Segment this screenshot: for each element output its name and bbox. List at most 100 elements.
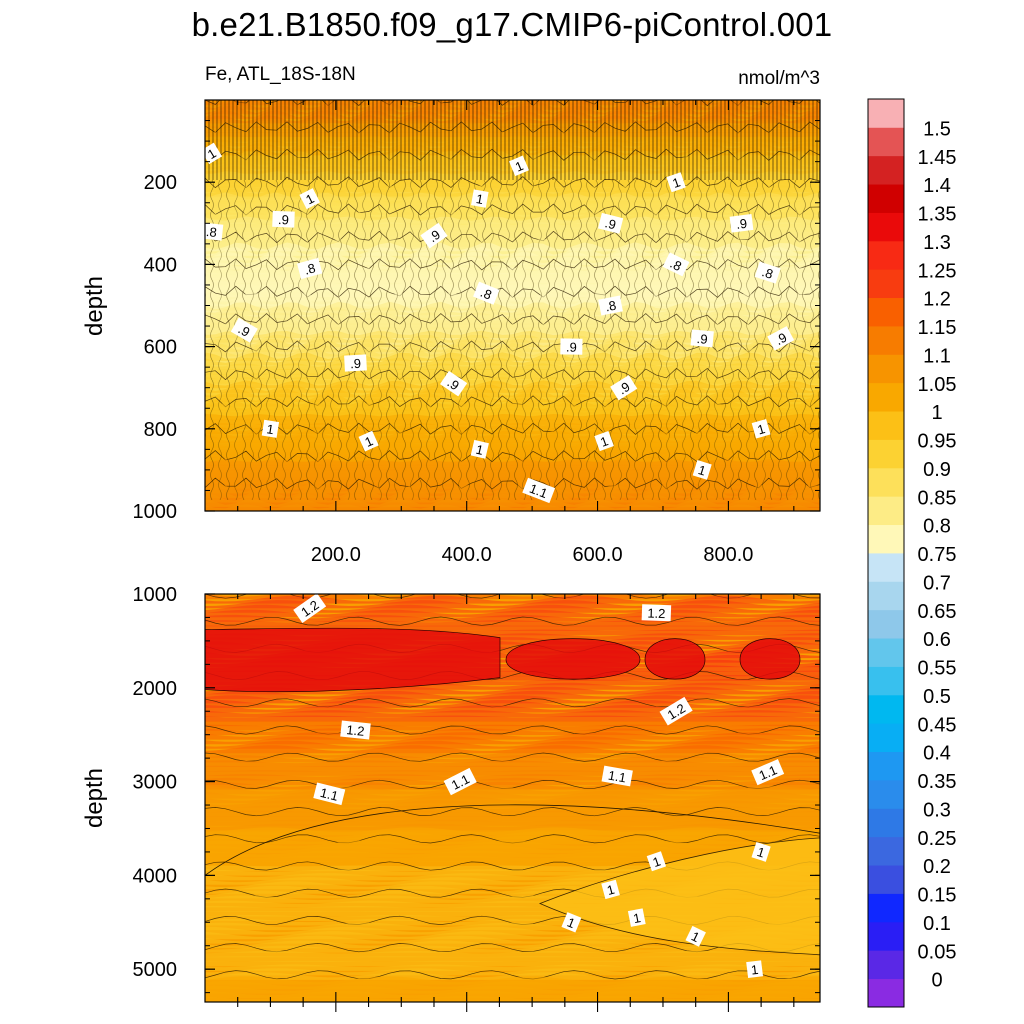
colorbar-box: [868, 609, 904, 639]
contour-label: 1: [508, 155, 530, 177]
contour-band: [205, 765, 820, 772]
colorbar-label: 1.15: [918, 317, 957, 339]
contour-label-box: [690, 329, 714, 348]
contour-label-box: [420, 222, 448, 249]
subtitle-units: nmol/m^3: [738, 68, 820, 89]
contour-label-box: [666, 172, 686, 193]
contour-band: [205, 620, 820, 627]
contour-label-box: [561, 912, 582, 933]
contour-label: 1: [666, 172, 686, 193]
contour-label-text: 1.2: [647, 605, 666, 621]
colorbar-label: 0.2: [923, 856, 951, 878]
y-tick-label: 200: [144, 172, 177, 194]
contour-label: .8: [662, 252, 690, 277]
colorbar-label: 0.4: [923, 743, 951, 765]
contour-label: 1: [601, 879, 620, 900]
contour-line: [205, 616, 820, 626]
contour-band: [205, 736, 820, 745]
colorbar-label: 0.35: [918, 771, 957, 793]
contour-line: [205, 943, 820, 953]
y-tick-label: 800: [144, 419, 177, 441]
contour-label: 1.2: [340, 720, 371, 740]
colorbar-label: 0.05: [918, 941, 957, 963]
colorbar-label: 0.65: [918, 601, 957, 623]
colorbar-label: 0.95: [918, 431, 957, 453]
contour-label: 1: [685, 925, 706, 947]
colorbar-label: 0.45: [918, 714, 957, 736]
colorbar-box: [868, 524, 904, 554]
contour-label-box: [293, 594, 327, 623]
lower-contour-bands: [205, 594, 820, 1002]
colorbar-label: 1.5: [923, 118, 951, 140]
colorbar-box: [868, 326, 904, 355]
colorbar-box: [868, 382, 904, 412]
contour-label: 1.1: [443, 767, 477, 796]
contour-line: [205, 970, 820, 980]
colorbar-box: [868, 950, 904, 980]
contour-label-box: [230, 317, 258, 343]
colorbar-box: [868, 240, 904, 270]
colorbar: 0 0.05 0.1 0.15 0.2 0.25 0.3 0.35 0.4 0.45 0.5 0.55…: [867, 98, 957, 1008]
upper-axes: 200 400 600 800 1000 200.0 400.0 600.0 800.0: [133, 99, 820, 566]
contour-band: [205, 760, 820, 767]
colorbar-box: [868, 723, 904, 753]
contour-label-text: 1.2: [346, 722, 366, 739]
contour-band: [205, 790, 820, 799]
contour-label-box: [205, 142, 223, 165]
contour-label-box: [358, 430, 379, 452]
contour-band: [205, 504, 820, 511]
x-tick-label: 200.0: [311, 544, 361, 566]
contour-line: [205, 698, 820, 708]
colorbar-box: [868, 751, 904, 781]
contour-label: 1: [299, 188, 321, 210]
contour-label: .8: [754, 261, 781, 284]
contour-label-box: [601, 765, 633, 787]
contour-label: .8: [297, 257, 323, 280]
y-tick-label: 400: [144, 254, 177, 276]
contour-label-box: [659, 696, 693, 726]
contour-label-box: [443, 767, 477, 796]
contour-label-box: [692, 460, 712, 480]
contour-label: .9: [767, 326, 795, 351]
contour-band: [205, 995, 820, 1002]
lower-max-blob: [505, 638, 641, 680]
colorbar-box: [868, 184, 904, 213]
upper-contour-labels: .9 .9 1 .8 1 1 1 .9 1 .8 .8 .8 .8 .8 .9 .9 .9 .9 .9 .9 .9 .9 1…: [205, 142, 795, 504]
colorbar-box: [868, 808, 904, 838]
colorbar-label: 1.05: [918, 374, 957, 396]
colorbar-label: 0.1: [923, 913, 951, 935]
contour-line: [205, 807, 820, 817]
contour-label-box: [751, 841, 771, 862]
contour-label-text: .9: [603, 215, 617, 232]
contour-band: [205, 816, 820, 822]
contour-label-text: 1.1: [449, 771, 472, 793]
contour-label-box: [597, 212, 624, 234]
colorbar-label: 0.25: [918, 828, 957, 850]
contour-band: [205, 850, 820, 858]
contour-label-box: [473, 281, 500, 305]
colorbar-box: [868, 581, 904, 611]
colorbar-box: [868, 780, 904, 809]
colorbar-label: 1.3: [923, 232, 951, 254]
contour-label-box: [598, 295, 623, 316]
contour-label-text: 1.1: [319, 785, 340, 804]
contour-label: 1: [692, 460, 712, 480]
contour-label: 1: [646, 851, 667, 872]
contour-label-box: [746, 960, 764, 979]
contour-label: .9: [690, 329, 714, 348]
y-tick-label: 5000: [133, 959, 178, 981]
contour-label: .9: [420, 222, 448, 249]
contour-label: 1: [746, 960, 764, 979]
contour-label-text: 1: [696, 462, 707, 478]
contour-label: 1: [358, 430, 379, 452]
contour-band: [205, 940, 820, 949]
contour-label-box: [272, 210, 295, 228]
colorbar-box: [868, 269, 904, 299]
contour-label: 1.1: [601, 765, 633, 787]
x-tick-label: 600.0: [573, 544, 623, 566]
contour-band: [205, 823, 820, 831]
contour-label: .9: [440, 370, 468, 397]
contour-label-box: [754, 261, 781, 284]
y-tick-label: 1000: [133, 584, 178, 606]
colorbar-label: 0.6: [923, 629, 951, 651]
